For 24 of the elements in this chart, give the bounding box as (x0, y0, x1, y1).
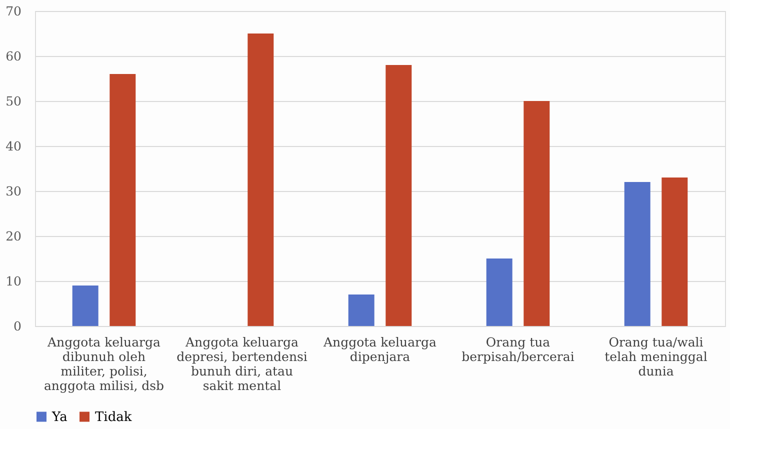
y-tick-label: 0 (14, 318, 22, 334)
x-tick-label: Anggota keluarga dipenjara (322, 334, 438, 364)
bar (248, 34, 274, 326)
y-tick-label: 40 (6, 138, 22, 154)
x-tick-label: Orang tua/wali telah meninggal dunia (604, 334, 708, 378)
legend-label: Ya (51, 410, 68, 425)
bar (662, 178, 688, 326)
bar (348, 294, 374, 326)
y-tick-label: 30 (6, 184, 22, 198)
y-tick-label: 60 (6, 48, 22, 64)
y-tick-label: 20 (6, 228, 22, 244)
x-tick-label: Anggota keluarga depresi, bertendensi bunuh diri, atau sakit mental (176, 334, 308, 393)
x-tick-label: Anggota keluarga dibunuh oleh militer, polisi, anggota milisi, dsb (44, 334, 164, 393)
bar (110, 74, 136, 326)
bar (524, 101, 550, 326)
y-tick-label: 10 (6, 274, 22, 288)
bar (624, 182, 650, 326)
y-tick-label: 50 (6, 94, 22, 108)
bar (386, 65, 412, 326)
bar (72, 286, 98, 326)
x-tick-label: Orang tua berpisah/bercerai (462, 334, 574, 364)
bar (486, 258, 512, 326)
y-tick-label: 70 (6, 4, 22, 18)
legend-label: Tidak (95, 410, 132, 425)
